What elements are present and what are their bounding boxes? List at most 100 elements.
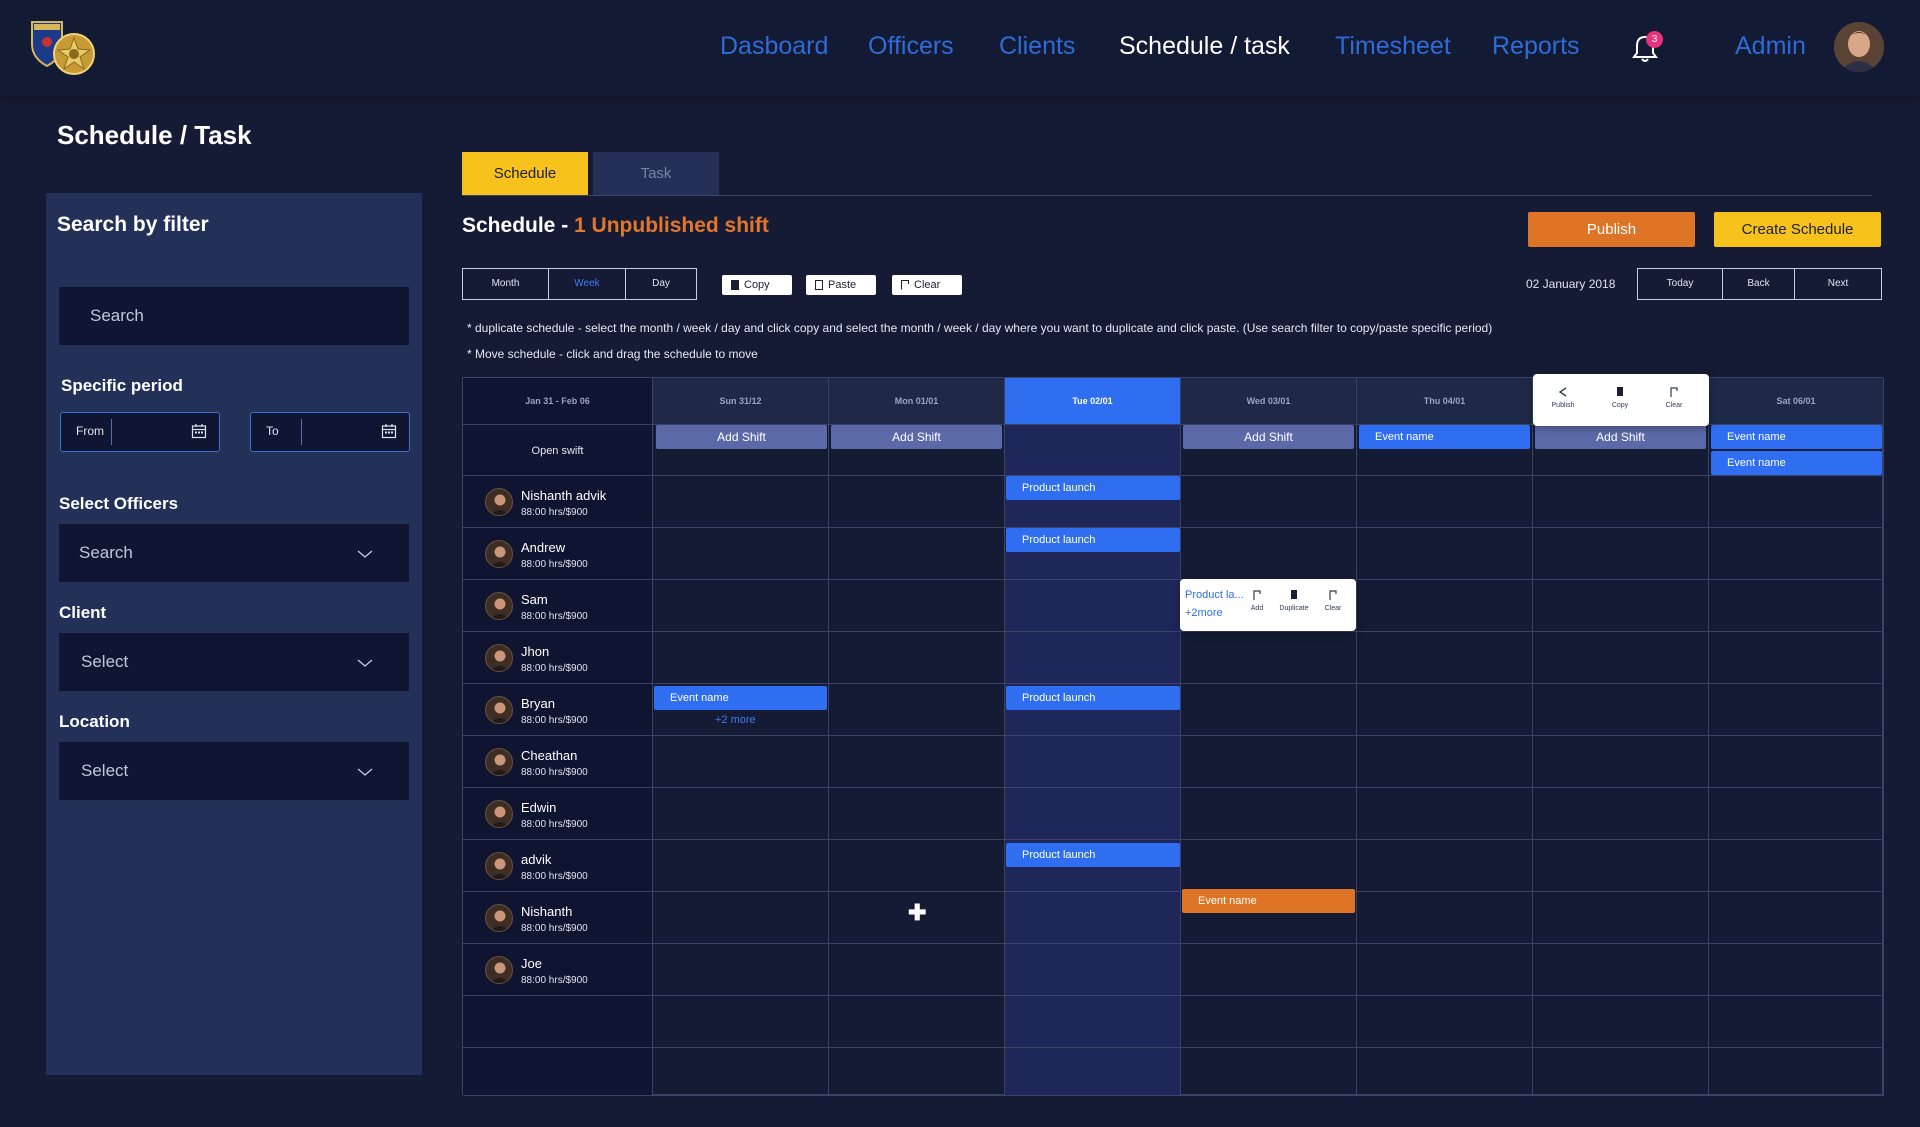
- schedule-cell[interactable]: [1181, 476, 1357, 528]
- schedule-cell[interactable]: [829, 788, 1005, 840]
- schedule-cell[interactable]: [1357, 1048, 1533, 1096]
- schedule-cell[interactable]: [1005, 996, 1181, 1048]
- schedule-cell[interactable]: [1709, 632, 1884, 684]
- schedule-cell[interactable]: [829, 528, 1005, 580]
- tab-schedule[interactable]: Schedule: [462, 152, 588, 196]
- day-header[interactable]: Sat 06/01: [1709, 378, 1884, 425]
- schedule-cell[interactable]: [1709, 476, 1884, 528]
- view-week-button[interactable]: Week: [549, 269, 626, 299]
- schedule-cell[interactable]: [653, 892, 829, 944]
- officer-name[interactable]: Nishanth advik: [521, 488, 607, 503]
- schedule-cell[interactable]: [1181, 944, 1357, 996]
- back-button[interactable]: Back: [1723, 269, 1795, 299]
- schedule-cell[interactable]: [1709, 788, 1884, 840]
- schedule-cell[interactable]: [1181, 892, 1357, 944]
- schedule-cell[interactable]: [1709, 1048, 1884, 1096]
- publish-button[interactable]: Publish: [1528, 212, 1695, 247]
- nav-reports[interactable]: Reports: [1492, 32, 1580, 60]
- event-block[interactable]: Event name: [1711, 425, 1882, 449]
- add-shift-icon[interactable]: ✚: [908, 900, 927, 925]
- popover-action[interactable]: Copy: [1602, 386, 1638, 409]
- from-date-field[interactable]: From: [60, 412, 220, 452]
- schedule-cell[interactable]: [1357, 996, 1533, 1048]
- officer-avatar[interactable]: [485, 748, 513, 776]
- view-day-button[interactable]: Day: [652, 278, 670, 289]
- schedule-cell[interactable]: [829, 944, 1005, 996]
- schedule-cell[interactable]: [1181, 788, 1357, 840]
- popover-action[interactable]: Publish: [1545, 386, 1581, 409]
- officers-select[interactable]: Search: [59, 524, 409, 582]
- nav-timesheet[interactable]: Timesheet: [1335, 32, 1451, 60]
- schedule-cell[interactable]: [1533, 580, 1709, 632]
- schedule-cell[interactable]: [1181, 736, 1357, 788]
- next-button[interactable]: Next: [1827, 278, 1849, 289]
- popover-action[interactable]: Add: [1244, 589, 1270, 612]
- nav-dashboard[interactable]: Dasboard: [720, 32, 829, 60]
- event-preview[interactable]: Product la...: [1185, 589, 1244, 601]
- schedule-cell[interactable]: [1533, 528, 1709, 580]
- day-header[interactable]: Wed 03/01: [1181, 378, 1357, 425]
- schedule-cell[interactable]: [1005, 425, 1181, 476]
- schedule-cell[interactable]: [1709, 684, 1884, 736]
- schedule-cell[interactable]: [1709, 425, 1884, 476]
- officer-avatar[interactable]: [485, 488, 513, 516]
- officer-name[interactable]: Sam: [521, 592, 548, 607]
- officer-name[interactable]: Jhon: [521, 644, 550, 659]
- officer-avatar[interactable]: [485, 540, 513, 568]
- officer-avatar[interactable]: [485, 696, 513, 724]
- schedule-cell[interactable]: [653, 788, 829, 840]
- schedule-cell[interactable]: [1533, 944, 1709, 996]
- copy-button[interactable]: Copy: [722, 275, 792, 295]
- schedule-cell[interactable]: [1709, 840, 1884, 892]
- schedule-cell[interactable]: [1005, 736, 1181, 788]
- nav-schedule-task[interactable]: Schedule / task: [1119, 32, 1290, 60]
- officer-name[interactable]: Joe: [521, 956, 542, 971]
- schedule-cell[interactable]: [1357, 840, 1533, 892]
- officer-avatar[interactable]: [485, 592, 513, 620]
- officer-name[interactable]: Bryan: [521, 696, 555, 711]
- schedule-cell[interactable]: [653, 944, 829, 996]
- schedule-cell[interactable]: [829, 632, 1005, 684]
- schedule-cell[interactable]: [1357, 528, 1533, 580]
- day-header[interactable]: Sun 31/12: [653, 378, 829, 425]
- schedule-cell[interactable]: [1005, 788, 1181, 840]
- schedule-cell[interactable]: [1357, 736, 1533, 788]
- schedule-cell[interactable]: [653, 580, 829, 632]
- officer-name[interactable]: Cheathan: [521, 748, 578, 763]
- schedule-cell[interactable]: [829, 840, 1005, 892]
- tab-task[interactable]: Task: [593, 152, 719, 196]
- clear-button[interactable]: Clear: [892, 275, 962, 295]
- schedule-cell[interactable]: [653, 840, 829, 892]
- schedule-cell[interactable]: [829, 425, 1005, 476]
- schedule-cell[interactable]: [653, 528, 829, 580]
- officer-avatar[interactable]: [485, 904, 513, 932]
- day-header[interactable]: Mon 01/01: [829, 378, 1005, 425]
- more-events-link[interactable]: +2 more: [715, 714, 756, 726]
- search-input[interactable]: Search: [59, 287, 409, 345]
- popover-action[interactable]: Clear: [1656, 386, 1692, 409]
- add-shift-button[interactable]: Add Shift: [1183, 425, 1354, 449]
- schedule-cell[interactable]: [1005, 892, 1181, 944]
- schedule-cell[interactable]: [1181, 996, 1357, 1048]
- officer-avatar[interactable]: [485, 800, 513, 828]
- schedule-cell[interactable]: [653, 476, 829, 528]
- nav-clients[interactable]: Clients: [999, 32, 1076, 60]
- officer-name[interactable]: Andrew: [521, 540, 566, 555]
- user-avatar[interactable]: [1834, 22, 1884, 72]
- schedule-cell[interactable]: [1181, 840, 1357, 892]
- schedule-cell[interactable]: [1709, 996, 1884, 1048]
- calendar-icon[interactable]: [381, 423, 397, 439]
- add-shift-button[interactable]: Add Shift: [656, 425, 827, 449]
- nav-officers[interactable]: Officers: [868, 32, 954, 60]
- to-date-field[interactable]: To: [250, 412, 410, 452]
- schedule-cell[interactable]: [1005, 580, 1181, 632]
- schedule-cell[interactable]: [829, 892, 1005, 944]
- admin-menu[interactable]: Admin: [1735, 32, 1806, 60]
- event-block[interactable]: Event name: [1711, 451, 1882, 475]
- event-block[interactable]: Product launch: [1006, 686, 1180, 710]
- schedule-cell[interactable]: [829, 684, 1005, 736]
- schedule-cell[interactable]: [829, 580, 1005, 632]
- schedule-cell[interactable]: [829, 1048, 1005, 1096]
- schedule-cell[interactable]: [1709, 528, 1884, 580]
- event-block[interactable]: Event name: [1359, 425, 1530, 449]
